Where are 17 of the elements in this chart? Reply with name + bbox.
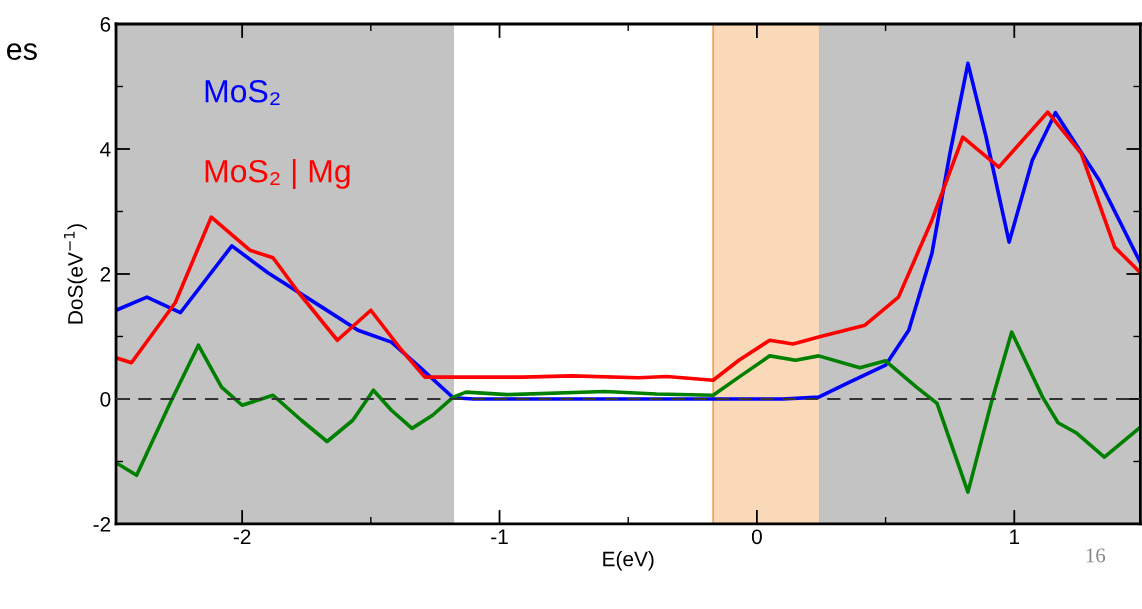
x-tick-label: -1 xyxy=(491,529,508,544)
x-tick-label: 0 xyxy=(751,529,762,545)
x-tick-label: -2 xyxy=(233,529,251,544)
y-axis-title: DoS(eV$^{−1}$) xyxy=(63,224,87,324)
line-series xyxy=(116,110,1141,383)
x-axis-title: E(eV) xyxy=(603,551,654,571)
line-series xyxy=(116,330,1141,494)
series-label: MoS₂ | Mg xyxy=(205,159,350,189)
text: es xyxy=(7,43,37,60)
y-tick-label: -2 xyxy=(93,516,111,532)
y-tick-label: 4 xyxy=(100,142,111,157)
y-tick-label: 6 xyxy=(100,17,111,32)
x-tick-label: 1 xyxy=(1010,529,1020,544)
text: 16 xyxy=(1086,548,1106,563)
y-tick-label: 2 xyxy=(100,266,111,282)
y-tick-label: 0 xyxy=(100,391,111,407)
text: MoS₂ xyxy=(205,79,280,105)
